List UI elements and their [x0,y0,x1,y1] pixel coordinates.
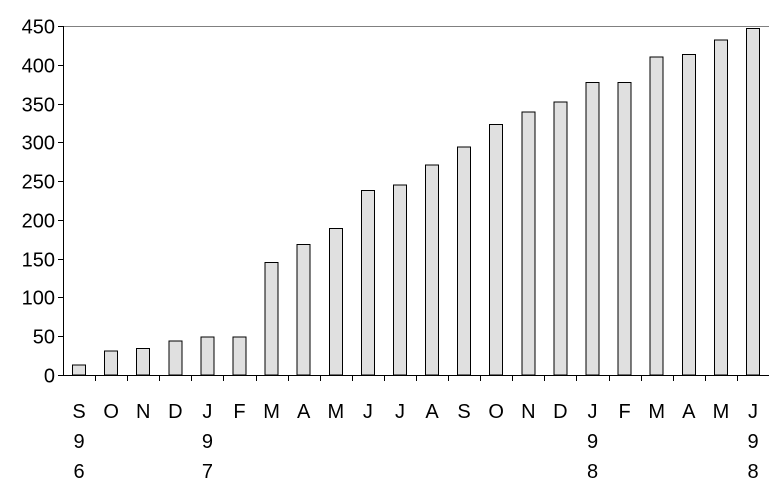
x-tick-label-13: O [488,401,504,423]
x-tick-year-0-1: 6 [73,461,84,483]
x-tick-year-21-1: 8 [747,461,758,483]
y-tick-label-9: 450 [22,17,55,39]
x-tick-label-21: J [748,401,758,423]
bar-6 [264,262,279,376]
y-tick-label-1: 50 [33,327,55,349]
x-tick-year-4-1: 7 [202,461,213,483]
bar-16 [585,82,600,376]
x-tick-label-0: S [72,401,85,423]
x-tick-label-5: F [233,401,245,423]
bar-1 [104,350,119,376]
y-tick-label-3: 150 [22,250,55,272]
x-tick-year-4-0: 9 [202,431,213,453]
x-tick-label-18: M [648,401,665,423]
x-tick-year-16-0: 9 [587,431,598,453]
x-tick-label-9: J [363,401,373,423]
x-tick-label-19: A [682,401,696,423]
y-tick-label-2: 100 [22,288,55,310]
y-tick-label-0: 0 [44,366,55,388]
x-tick-label-16: J [588,401,598,423]
y-tick-label-5: 250 [22,172,55,194]
x-tick-label-1: O [103,401,119,423]
x-tick-label-15: D [553,401,567,423]
bar-5 [232,336,247,376]
bar-9 [360,189,375,376]
x-tick-label-14: N [521,401,535,423]
bar-10 [393,184,407,376]
x-tick-label-17: F [618,401,630,423]
bar-4 [200,336,215,376]
x-tick-year-16-1: 8 [587,461,598,483]
x-tick-label-10: J [395,401,405,423]
bar-0 [72,364,86,376]
x-tick-label-3: D [168,401,182,423]
x-tick-year-0-0: 9 [73,431,84,453]
bar-14 [521,111,536,376]
y-tick-label-8: 400 [22,56,55,78]
y-axis-ticks: 0 50 100 150 200 250 300 350 400 450 [22,17,63,388]
x-tick-year-21-0: 9 [747,431,758,453]
x-tick-label-7: A [297,401,311,423]
bar-17 [617,82,632,376]
y-tick-label-4: 200 [22,211,55,233]
y-tick-label-7: 350 [22,95,55,117]
bars [72,27,760,376]
bar-11 [425,164,439,376]
bar-12 [457,146,472,376]
bar-19 [681,54,696,376]
bar-3 [168,340,183,376]
bar-15 [553,101,568,376]
x-tick-label-2: N [136,401,150,423]
bar-13 [489,124,504,376]
bar-2 [136,348,151,376]
bar-8 [328,227,343,376]
bar-7 [296,244,311,376]
x-tick-label-6: M [263,401,280,423]
x-tick-label-12: S [457,401,470,423]
x-tick-label-8: M [327,401,344,423]
x-tick-label-4: J [202,401,212,423]
bar-21 [746,27,760,376]
y-tick-label-6: 300 [22,133,55,155]
bar-18 [649,56,664,376]
x-tick-label-11: A [425,401,439,423]
bar-20 [713,39,728,376]
x-tick-label-20: M [713,401,730,423]
